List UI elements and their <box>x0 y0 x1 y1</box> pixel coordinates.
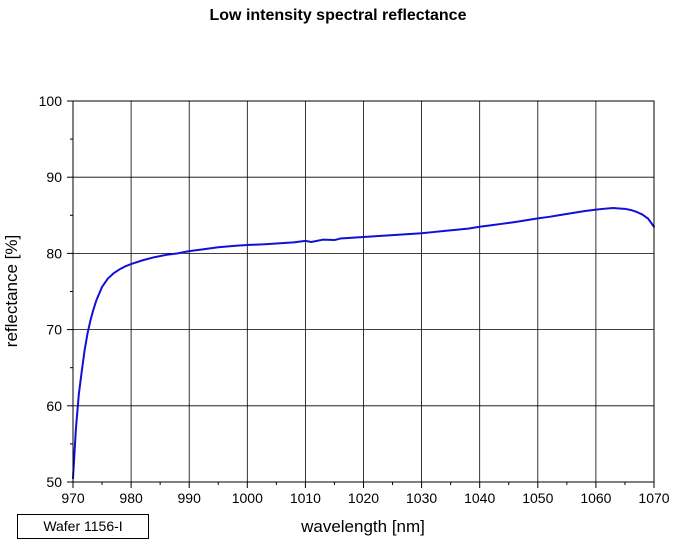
x-tick-label: 1020 <box>348 490 379 506</box>
y-axis-title: reflectance [%] <box>2 235 21 347</box>
y-tick-label: 70 <box>46 322 62 338</box>
tick-labels: 970 980 990 1000 1010 1020 1030 1040 1050 1060 107… <box>39 93 670 506</box>
y-tick-label: 60 <box>46 398 62 414</box>
x-tick-label: 1070 <box>638 490 669 506</box>
x-tick-label: 970 <box>61 490 85 506</box>
plot-frame <box>72 100 655 483</box>
data-series <box>72 207 655 480</box>
y-tick-label: 100 <box>39 93 63 109</box>
x-tick-label: 1060 <box>580 490 611 506</box>
grid-lines <box>73 101 654 482</box>
x-tick-label: 1050 <box>522 490 553 506</box>
x-tick-label: 990 <box>178 490 202 506</box>
axis-ticks <box>67 100 655 488</box>
legend-box: Wafer 1156-I <box>17 514 149 539</box>
series-line <box>72 207 655 480</box>
x-tick-label: 1000 <box>232 490 263 506</box>
x-tick-label: 1010 <box>290 490 321 506</box>
x-axis-title: wavelength [nm] <box>300 517 425 536</box>
x-tick-label: 980 <box>119 490 143 506</box>
y-tick-label: 50 <box>46 474 62 490</box>
x-tick-label: 1030 <box>406 490 437 506</box>
x-tick-label: 1040 <box>464 490 495 506</box>
y-tick-label: 80 <box>46 245 62 261</box>
y-tick-label: 90 <box>46 169 62 185</box>
chart-title: Low intensity spectral reflectance <box>209 7 467 24</box>
